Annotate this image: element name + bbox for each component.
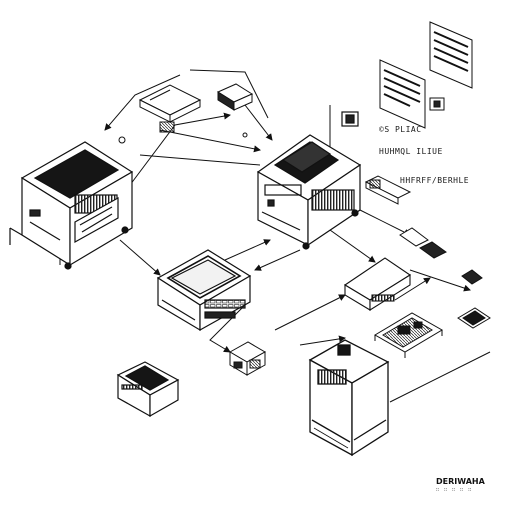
bottom-left-printer <box>116 361 180 418</box>
circuit-board <box>374 312 443 358</box>
label-a: ©S PLIAC <box>379 125 422 134</box>
chip-module <box>457 307 491 329</box>
flatbed-device <box>343 257 412 311</box>
central-server-workstation <box>256 111 362 250</box>
display-monitor <box>156 249 252 332</box>
label-c: HHFRFF/BERHLE <box>400 176 470 185</box>
brand-subtitle: ∷ ∷ ∷ ∷ ∷ <box>436 487 473 493</box>
cable-connectors <box>364 175 483 285</box>
brand-logo-text: DERIWAHA <box>436 477 485 486</box>
tower-server <box>308 339 390 457</box>
connection-lines <box>59 69 491 403</box>
storage-drive <box>228 341 267 376</box>
spec-panels <box>379 21 473 129</box>
label-b: HUHMQL ILIUE <box>379 147 443 156</box>
top-small-devices <box>118 83 254 144</box>
left-workstation <box>9 141 134 270</box>
